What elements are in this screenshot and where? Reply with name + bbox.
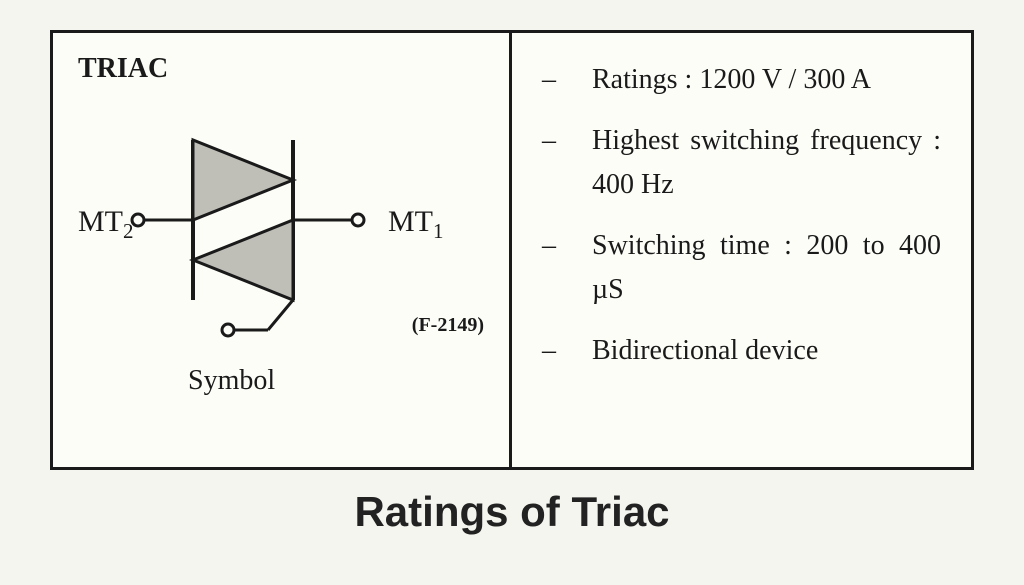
spec-item: – Ratings : 1200 V / 300 A bbox=[542, 58, 941, 101]
symbol-label: Symbol bbox=[188, 365, 275, 397]
bullet-dash: – bbox=[542, 119, 592, 206]
panel-title: TRIAC bbox=[78, 53, 484, 85]
mt1-text: MT bbox=[388, 205, 433, 238]
spec-list: – Ratings : 1200 V / 300 A – Highest swi… bbox=[542, 58, 941, 372]
mt1-sub: 1 bbox=[433, 219, 444, 243]
diagram-box: TRIAC MT2 bbox=[50, 30, 974, 470]
symbol-area: MT2 bbox=[78, 105, 484, 405]
figure-caption: Ratings of Triac bbox=[50, 488, 974, 536]
spec-text: Switching time : 200 to 400 µS bbox=[592, 224, 941, 311]
left-panel: TRIAC MT2 bbox=[53, 33, 512, 467]
bullet-dash: – bbox=[542, 58, 592, 101]
spec-item: – Switching time : 200 to 400 µS bbox=[542, 224, 941, 311]
triac-symbol-icon bbox=[118, 105, 378, 390]
spec-text: Bidirectional device bbox=[592, 329, 941, 372]
mt2-text: MT bbox=[78, 205, 123, 238]
spec-text: Highest switching frequency : 400 Hz bbox=[592, 119, 941, 206]
spec-item: – Highest switching frequency : 400 Hz bbox=[542, 119, 941, 206]
spec-text: Ratings : 1200 V / 300 A bbox=[592, 58, 941, 101]
right-panel: – Ratings : 1200 V / 300 A – Highest swi… bbox=[512, 33, 971, 467]
terminal-mt1-label: MT1 bbox=[388, 205, 444, 244]
spec-item: – Bidirectional device bbox=[542, 329, 941, 372]
bullet-dash: – bbox=[542, 224, 592, 311]
bullet-dash: – bbox=[542, 329, 592, 372]
figure-reference: (F-2149) bbox=[412, 314, 484, 337]
